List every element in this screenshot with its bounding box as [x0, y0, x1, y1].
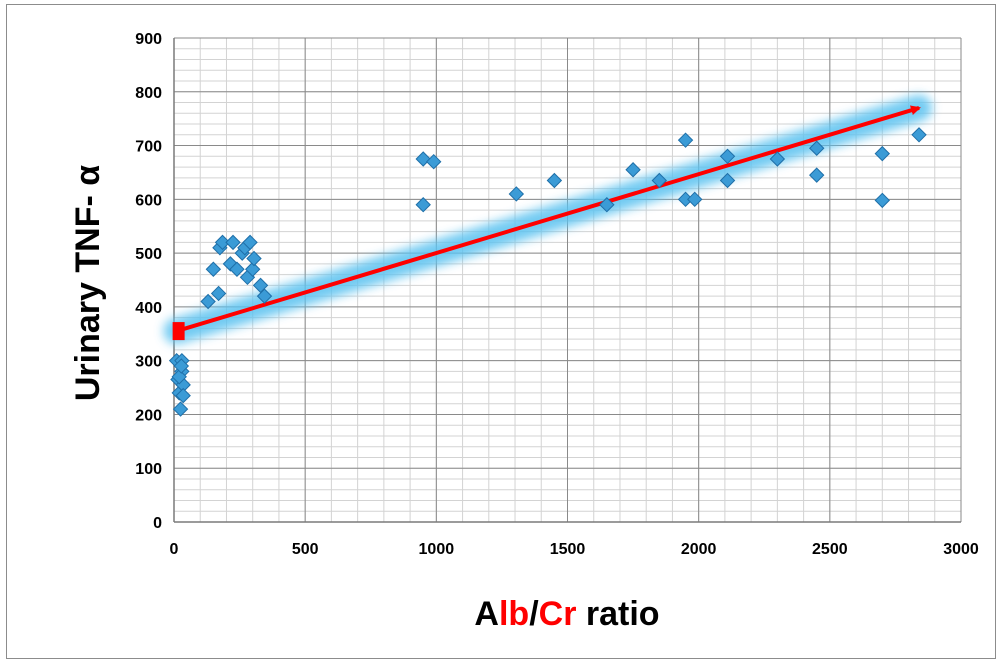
- data-point: [205, 261, 222, 277]
- y-tick-label: 600: [135, 192, 162, 209]
- plot-axes: [173, 38, 961, 523]
- x-axis-label: Alb/Cr ratio: [474, 595, 659, 633]
- y-tick-labels: 0 100 200 300 400 500 600 700 800 900: [135, 31, 162, 532]
- data-point: [175, 387, 191, 404]
- y-tick-label: 700: [135, 139, 162, 156]
- x-axis-label-part: Cr: [539, 595, 577, 633]
- data-point: [229, 261, 245, 277]
- data-point: [210, 285, 227, 302]
- y-axis-label: Urinary TNF- α: [69, 165, 107, 401]
- data-point: [200, 293, 216, 310]
- data-point: [719, 148, 736, 165]
- y-tick-label: 100: [135, 461, 162, 478]
- data-point: [171, 369, 187, 385]
- x-tick-label: 500: [292, 541, 319, 558]
- data-point: [769, 151, 786, 167]
- x-axis-label-part: lb: [499, 595, 529, 633]
- y-tick-label: 300: [135, 354, 162, 371]
- x-tick-labels: 0 500 1000 1500 2000 2500 3000: [170, 541, 979, 558]
- y-tick-label: 800: [135, 85, 162, 102]
- x-axis-label-part: A: [474, 595, 499, 633]
- data-point: [677, 132, 694, 148]
- x-tick-label: 0: [170, 541, 179, 558]
- y-tick-label: 500: [135, 246, 162, 263]
- data-point: [508, 186, 525, 202]
- data-point: [625, 162, 641, 178]
- major-gridlines: [173, 37, 962, 523]
- data-point: [651, 172, 668, 189]
- data-points: [168, 127, 927, 417]
- data-point: [225, 234, 241, 251]
- data-point: [809, 140, 825, 156]
- data-point: [911, 127, 927, 143]
- y-tick-label: 900: [135, 31, 162, 48]
- x-axis-label-part: /: [529, 595, 539, 633]
- trend-line: [176, 105, 921, 334]
- data-point: [415, 197, 431, 213]
- data-point: [246, 250, 262, 267]
- data-point: [426, 153, 442, 170]
- scatter-chart: 0 100 200 300 400 500 600 700 800 900 0 500 1000 150…: [69, 31, 979, 633]
- data-point: [214, 234, 231, 251]
- y-tick-label: 400: [135, 300, 162, 317]
- trend-start-marker: [172, 322, 185, 341]
- data-point: [874, 192, 891, 209]
- x-tick-label: 1000: [419, 541, 455, 558]
- x-tick-label: 3000: [943, 541, 979, 558]
- x-tick-label: 2000: [681, 541, 717, 558]
- chart-frame: 0 100 200 300 400 500 600 700 800 900 0 500 1000 150…: [6, 4, 996, 659]
- x-tick-label: 1500: [550, 541, 586, 558]
- data-point: [415, 151, 431, 167]
- data-point: [874, 145, 891, 162]
- data-point: [546, 172, 563, 189]
- x-tick-label: 2500: [812, 541, 848, 558]
- x-axis-label-part: ratio: [576, 595, 659, 633]
- y-tick-label: 200: [135, 407, 162, 424]
- y-tick-label: 0: [153, 515, 162, 532]
- data-point: [242, 234, 258, 251]
- data-point: [173, 358, 190, 374]
- data-point: [244, 261, 261, 277]
- data-point: [599, 197, 615, 213]
- data-point: [172, 401, 189, 417]
- trend-arrow: [163, 94, 933, 345]
- data-point: [719, 172, 736, 189]
- data-point: [222, 256, 239, 272]
- data-point: [809, 167, 825, 183]
- data-point: [256, 288, 273, 304]
- data-point: [687, 191, 703, 208]
